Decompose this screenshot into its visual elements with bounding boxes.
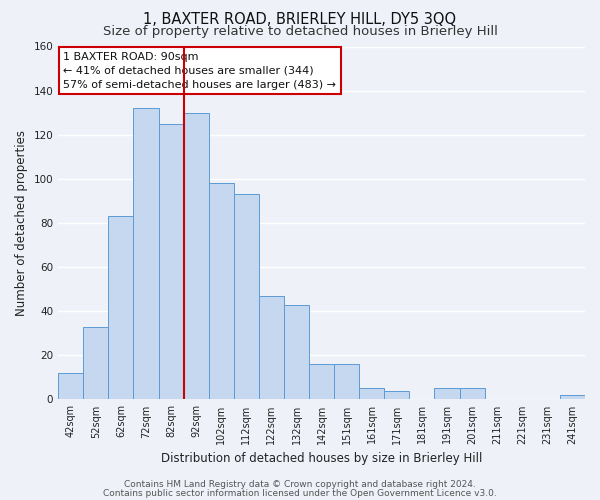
Text: Size of property relative to detached houses in Brierley Hill: Size of property relative to detached ho… [103, 25, 497, 38]
Bar [334, 364, 359, 400]
Bar [434, 388, 460, 400]
Bar [109, 216, 133, 400]
Bar [460, 388, 485, 400]
Text: 1 BAXTER ROAD: 90sqm
← 41% of detached houses are smaller (344)
57% of semi-deta: 1 BAXTER ROAD: 90sqm ← 41% of detached h… [64, 52, 337, 90]
Bar [158, 124, 184, 400]
Bar [560, 395, 585, 400]
Bar [58, 373, 83, 400]
Y-axis label: Number of detached properties: Number of detached properties [15, 130, 28, 316]
Bar [284, 304, 309, 400]
Bar [359, 388, 385, 400]
X-axis label: Distribution of detached houses by size in Brierley Hill: Distribution of detached houses by size … [161, 452, 482, 465]
Bar [385, 390, 409, 400]
Bar [259, 296, 284, 400]
Text: Contains public sector information licensed under the Open Government Licence v3: Contains public sector information licen… [103, 488, 497, 498]
Text: 1, BAXTER ROAD, BRIERLEY HILL, DY5 3QQ: 1, BAXTER ROAD, BRIERLEY HILL, DY5 3QQ [143, 12, 457, 28]
Bar [234, 194, 259, 400]
Bar [209, 184, 234, 400]
Bar [83, 326, 109, 400]
Bar [309, 364, 334, 400]
Bar [184, 112, 209, 400]
Bar [133, 108, 158, 400]
Text: Contains HM Land Registry data © Crown copyright and database right 2024.: Contains HM Land Registry data © Crown c… [124, 480, 476, 489]
